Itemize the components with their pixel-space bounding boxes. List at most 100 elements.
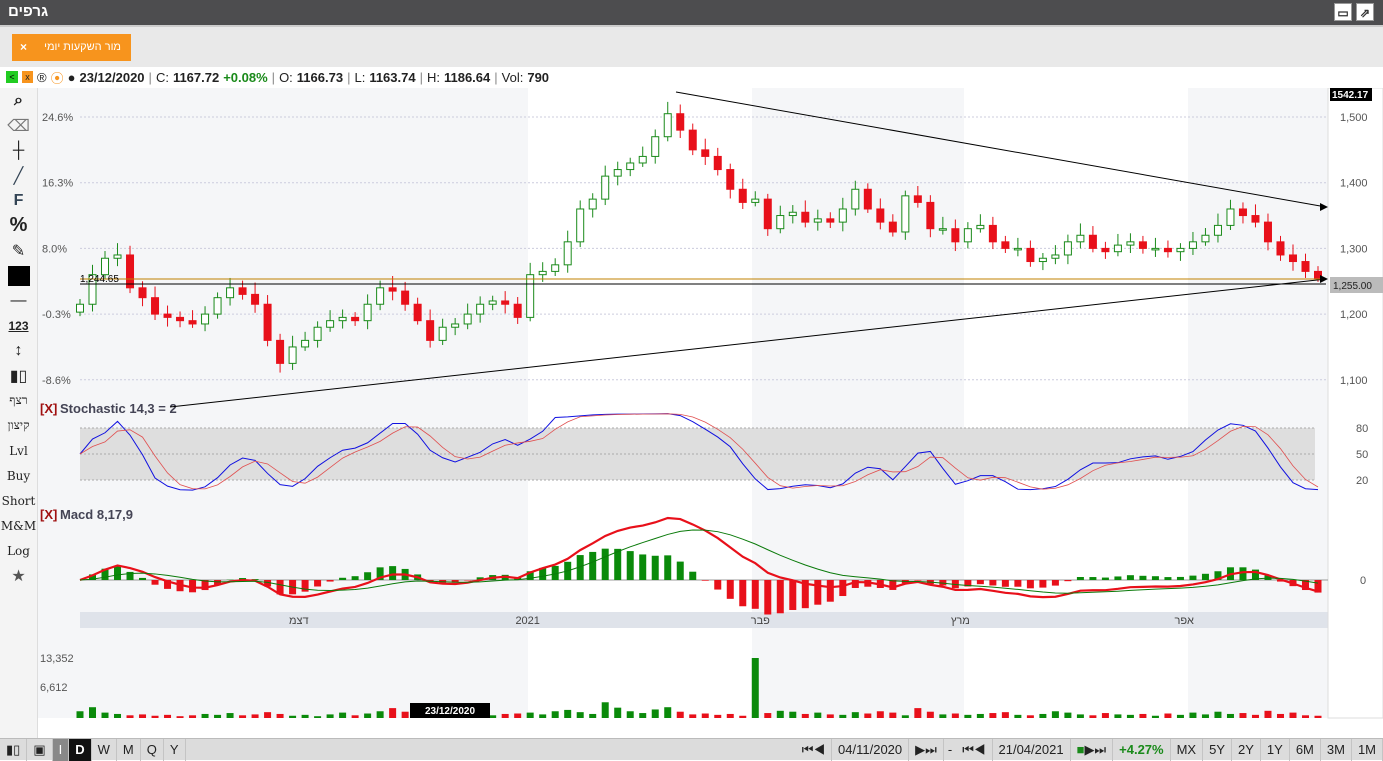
percent-icon[interactable]: % xyxy=(0,213,37,238)
range-1m[interactable]: 1M xyxy=(1352,739,1383,761)
lock-icon[interactable]: ■▶⏭ xyxy=(1071,739,1114,761)
crosshair-icon[interactable]: ┼ xyxy=(0,138,37,163)
line-width-icon[interactable]: — xyxy=(0,288,37,313)
candle-up xyxy=(1052,255,1059,258)
toolbar-item-sequence[interactable]: רצף xyxy=(0,388,37,413)
candle-up xyxy=(1152,248,1159,250)
candle-down xyxy=(877,209,884,222)
macd-histogram-bar xyxy=(389,566,396,580)
time-axis-label: דצמ xyxy=(289,615,309,627)
range-6m[interactable]: 6M xyxy=(1290,739,1321,761)
max-price-label: 1542.17 xyxy=(1332,90,1369,101)
popout-icon[interactable]: ⇗ xyxy=(1356,3,1374,21)
save-icon[interactable]: ▣ xyxy=(27,739,52,761)
vertical-resize-icon[interactable]: ↕ xyxy=(0,338,37,363)
macd-histogram-bar xyxy=(777,580,784,613)
chart-type-icon[interactable]: ▮▯ xyxy=(0,739,27,761)
edit-note-icon[interactable]: ✎ xyxy=(0,238,37,263)
comment-icon[interactable]: ● xyxy=(68,70,76,85)
volume-bar xyxy=(552,711,559,718)
period-yearly[interactable]: Y xyxy=(164,739,186,761)
macd-title: Macd 8,17,9 xyxy=(60,507,133,522)
close-tab-icon[interactable]: × xyxy=(20,40,27,54)
volume-bar xyxy=(164,715,171,718)
period-intraday[interactable]: I xyxy=(53,739,70,761)
candle-up xyxy=(902,196,909,232)
volume-bar xyxy=(1152,716,1159,718)
volume-bar xyxy=(627,711,634,718)
period-weekly[interactable]: W xyxy=(92,739,117,761)
color-picker-icon[interactable] xyxy=(0,263,37,288)
restore-icon[interactable]: ▭ xyxy=(1334,3,1352,21)
from-first-icon[interactable]: ⏮◀ xyxy=(796,739,832,761)
range-3m[interactable]: 3M xyxy=(1321,739,1352,761)
candle-down xyxy=(739,189,746,202)
candle-down xyxy=(1239,209,1246,216)
favorite-star-icon[interactable]: ★ xyxy=(0,563,37,588)
volume-bar xyxy=(264,712,271,718)
toolbar-item-lvl[interactable]: Lvl xyxy=(0,438,37,463)
candle-down xyxy=(1102,248,1109,251)
candle-down xyxy=(727,170,734,190)
candle-type-icon[interactable]: ▮▯ xyxy=(0,363,37,388)
volume-bar xyxy=(77,711,84,718)
candle-up xyxy=(527,275,534,318)
percent-tick-label: -0.3% xyxy=(42,309,71,321)
price-tick-label: 1,500 xyxy=(1340,112,1368,124)
fibonacci-icon[interactable]: F xyxy=(0,188,37,213)
price-chart[interactable]: 1,50024.6%1,40016.3%1,3008.0%1,200-0.3%1… xyxy=(38,88,1383,738)
tab-daily-chart[interactable]: מור השקעות יומי × xyxy=(12,34,131,61)
volume-bar xyxy=(1127,715,1134,718)
candle-up xyxy=(789,212,796,215)
candle-up xyxy=(1214,225,1221,235)
range-5y[interactable]: 5Y xyxy=(1203,739,1232,761)
stoch-level-label: 20 xyxy=(1356,475,1368,487)
macd-histogram-bar xyxy=(1177,577,1184,580)
candle-down xyxy=(864,189,871,209)
zoom-search-icon[interactable]: ⌕ xyxy=(0,88,37,113)
from-date[interactable]: 04/11/2020 xyxy=(832,739,909,761)
candle-down xyxy=(189,321,196,324)
toolbar-item-short[interactable]: Short xyxy=(0,488,37,513)
period-daily[interactable]: D xyxy=(69,739,91,761)
range-mx[interactable]: MX xyxy=(1171,739,1204,761)
candle-up xyxy=(1189,242,1196,249)
toolbar-item-log[interactable]: Log xyxy=(0,538,37,563)
share-icon[interactable]: < xyxy=(6,71,18,83)
candle-down xyxy=(714,156,721,169)
period-quarterly[interactable]: Q xyxy=(141,739,164,761)
volume-bar xyxy=(1227,714,1234,718)
candle-up xyxy=(339,317,346,320)
line-draw-icon[interactable]: ╱ xyxy=(0,163,37,188)
target-icon[interactable]: ⦿ xyxy=(51,68,64,87)
candle-up xyxy=(1127,242,1134,245)
macd-histogram-bar xyxy=(727,580,734,599)
candle-down xyxy=(127,255,134,288)
volume-bar xyxy=(189,715,196,718)
to-first-icon[interactable]: ⏮◀ xyxy=(956,739,992,761)
macd-histogram-bar xyxy=(989,580,996,585)
macd-histogram-bar xyxy=(789,580,796,610)
open-label: O: xyxy=(279,70,293,85)
to-date[interactable]: 21/04/2021 xyxy=(993,739,1071,761)
registered-icon[interactable]: ® xyxy=(37,70,47,85)
from-last-icon[interactable]: ▶⏭ xyxy=(909,739,944,761)
toolbar-item-buy[interactable]: Buy xyxy=(0,463,37,488)
toolbar-item-extreme[interactable]: קיצון xyxy=(0,413,37,438)
toolbar-item-mm[interactable]: M&M xyxy=(0,513,37,538)
volume-max-label: 13,352 xyxy=(40,653,74,665)
volume-bar xyxy=(1114,714,1121,718)
volume-bar xyxy=(1164,714,1171,718)
candle-down xyxy=(139,288,146,298)
macd-zero-label: 0 xyxy=(1360,575,1366,587)
volume-bar xyxy=(1014,715,1021,718)
range-2y[interactable]: 2Y xyxy=(1232,739,1261,761)
eraser-icon[interactable]: ⌫ xyxy=(0,113,37,138)
period-monthly[interactable]: M xyxy=(117,739,141,761)
value-scale-icon[interactable]: 123 xyxy=(0,313,37,338)
excel-icon[interactable]: x xyxy=(22,71,33,83)
volume-bar xyxy=(1315,716,1322,718)
volume-bar xyxy=(827,714,834,718)
macd-histogram-bar xyxy=(702,580,709,581)
range-1y[interactable]: 1Y xyxy=(1261,739,1290,761)
